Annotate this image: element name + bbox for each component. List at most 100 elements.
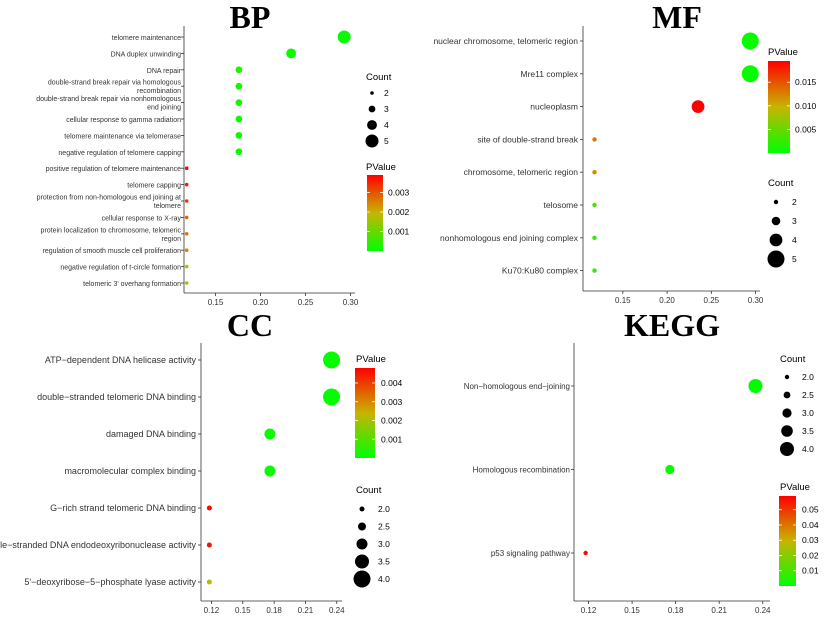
cc-count-legend-label: 2.5	[378, 522, 390, 532]
kegg-pvalue-tick-label: 0.03	[802, 535, 819, 545]
mf-category-label: nonhomologous end joining complex	[440, 233, 579, 243]
bp-count-legend-dot	[368, 105, 376, 113]
bp-point	[235, 148, 243, 156]
mf-point	[592, 202, 597, 208]
mf-category-label: nuclear chromosome, telomeric region	[433, 36, 578, 46]
mf-point	[592, 170, 597, 175]
kegg-point	[748, 379, 763, 393]
bp-point	[184, 182, 189, 187]
kegg-x-tick-label: 0.21	[711, 606, 727, 615]
bp-count-legend-dot	[370, 91, 374, 95]
cc-point	[264, 465, 276, 477]
mf-count-legend-dot	[769, 233, 783, 247]
mf-pvalue-tick-label: 0.010	[795, 101, 817, 111]
bp-category-label: cellular response to gamma radiation	[66, 117, 181, 124]
bp-point	[235, 115, 243, 123]
cc-count-legend-dot	[353, 570, 371, 588]
cc-pvalue-tick-label: 0.002	[381, 416, 403, 426]
cc-count-legend-dot	[359, 506, 365, 512]
bp-category-label-cont: recombination	[137, 88, 181, 95]
cc-count-legend-label: 2.0	[378, 504, 390, 514]
mf-category-label: chromosome, telomeric region	[464, 167, 579, 177]
kegg-count-legend-label: 2.0	[802, 372, 814, 382]
bp-pvalue-tick-label: 0.003	[388, 188, 410, 198]
cc-x-tick-label: 0.18	[266, 606, 282, 615]
mf-title: MF	[652, 0, 702, 35]
mf-x-tick-label: 0.20	[659, 296, 675, 305]
cc-category-label: single−stranded DNA endodeoxyribonucleas…	[0, 540, 196, 550]
kegg-pvalue-colorbar	[779, 496, 796, 586]
cc-x-tick-label: 0.12	[204, 606, 220, 615]
bp-point	[184, 166, 189, 170]
mf-point	[592, 137, 597, 142]
mf-count-legend-title: Count	[768, 178, 794, 189]
bp-count-legend-label: 4	[384, 120, 389, 130]
bp-category-label: protection from non-homologous end joini…	[37, 195, 181, 202]
cc-category-label: macromolecular complex binding	[64, 466, 196, 476]
mf-x-tick-label: 0.30	[748, 296, 764, 305]
bp-category-label: telomeric 3' overhang formation	[83, 281, 181, 288]
bp-point	[184, 232, 189, 236]
bp-point	[286, 48, 297, 59]
kegg-count-legend-label: 2.5	[802, 390, 814, 400]
bp-x-tick-label: 0.30	[343, 298, 359, 307]
mf-count-legend-dot	[767, 250, 785, 268]
kegg-pvalue-tick-label: 0.02	[802, 550, 819, 560]
bp-count-legend-label: 3	[384, 104, 389, 114]
mf-count-legend-label: 2	[792, 197, 797, 207]
kegg-pvalue-tick-label: 0.05	[802, 505, 819, 515]
bp-point	[184, 248, 189, 252]
bp-pvalue-legend-title: PValue	[366, 162, 396, 173]
bp-point	[337, 30, 351, 44]
kegg-pvalue-legend-title: PValue	[780, 482, 810, 493]
kegg-x-tick-label: 0.18	[668, 606, 684, 615]
cc-x-tick-label: 0.15	[235, 606, 251, 615]
kegg-pvalue-tick-label: 0.04	[802, 520, 819, 530]
kegg-count-legend-dot	[783, 391, 791, 399]
cc-category-label: 5'−deoxyribose−5−phosphate lyase activit…	[24, 577, 196, 587]
mf-pvalue-colorbar	[768, 61, 790, 153]
mf-pvalue-tick-label: 0.015	[795, 77, 817, 87]
kegg-x-tick-label: 0.24	[755, 606, 771, 615]
bp-count-legend-dot	[365, 134, 379, 148]
cc-pvalue-legend-title: PValue	[356, 354, 386, 365]
bp-category-label-cont: region	[162, 236, 182, 243]
kegg-pvalue-tick-label: 0.01	[802, 566, 819, 576]
kegg-count-legend-title: Count	[780, 354, 806, 365]
bp-count-legend-dot	[367, 120, 377, 130]
kegg-category-label: Non−homologous end−joining	[464, 382, 570, 391]
cc-x-tick-label: 0.21	[298, 606, 314, 615]
cc-category-label: G−rich strand telomeric DNA binding	[50, 503, 196, 513]
mf-point	[592, 268, 597, 273]
cc-count-legend-label: 4.0	[378, 574, 390, 584]
bp-point	[184, 264, 189, 269]
bp-pvalue-colorbar	[367, 175, 383, 251]
mf-category-label: nucleoplasm	[530, 102, 578, 112]
cc-title: CC	[227, 307, 273, 343]
bp-category-label: cellular response to X-ray	[102, 215, 182, 222]
kegg-x-tick-label: 0.12	[581, 606, 597, 615]
bp-point	[235, 66, 243, 74]
mf-category-label: Mre11 complex	[521, 69, 579, 79]
mf-pvalue-legend-title: PValue	[768, 47, 798, 58]
bp-point	[235, 82, 243, 90]
cc-pvalue-tick-label: 0.003	[381, 397, 403, 407]
mf-count-legend-dot	[773, 199, 779, 205]
kegg-x-tick-label: 0.15	[624, 606, 640, 615]
mf-count-legend-label: 4	[792, 235, 797, 245]
bp-category-label-cont: end joining	[147, 105, 181, 112]
kegg-point	[665, 464, 675, 475]
bp-point	[184, 199, 189, 203]
cc-pvalue-tick-label: 0.004	[381, 378, 403, 388]
bp-point	[235, 99, 243, 106]
cc-category-label: ATP−dependent DNA helicase activity	[45, 355, 197, 365]
bp-category-label: telomere maintenance	[112, 35, 181, 42]
bp-title: BP	[230, 0, 271, 35]
bp-x-tick-label: 0.20	[253, 298, 269, 307]
cc-count-legend-dot	[358, 522, 366, 531]
mf-count-legend-dot	[771, 216, 781, 226]
cc-point	[206, 542, 212, 548]
mf-point	[592, 235, 597, 240]
kegg-count-legend-label: 3.5	[802, 426, 814, 436]
